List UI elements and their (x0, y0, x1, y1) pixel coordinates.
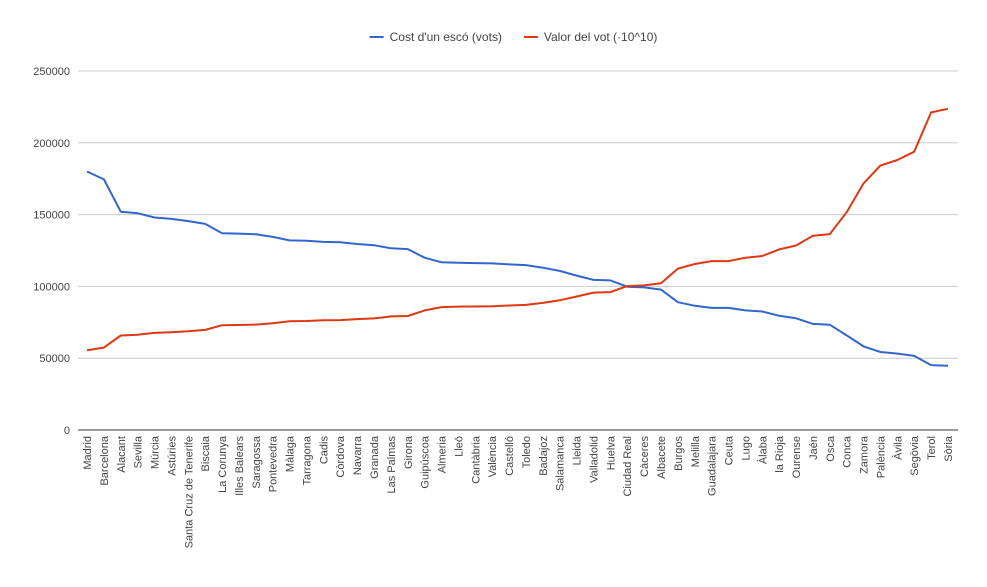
x-tick-label: Zamora (859, 435, 871, 474)
y-tick-label: 100000 (33, 281, 70, 293)
x-tick-label: Còrdova (335, 435, 347, 477)
x-tick-label: Barcelona (99, 435, 111, 485)
x-tick-label: Biscaia (200, 435, 212, 471)
x-tick-label: Conca (842, 435, 854, 468)
x-tick-label: Sòria (943, 435, 955, 462)
legend-item: Cost d'un escó (vots) (369, 30, 502, 44)
y-axis: 0 50000 100000 150000 200000 250000 (33, 66, 70, 437)
x-tick-label: Las Palmas (386, 436, 398, 494)
x-tick-label: Cantàbria (470, 435, 482, 484)
x-tick-label: Huelva (605, 435, 617, 470)
x-tick-label: Palència (875, 435, 887, 478)
x-tick-label: Albacete (656, 436, 668, 479)
x-tick-label: Segòvia (909, 435, 921, 476)
x-tick-label: Jaén (808, 436, 820, 460)
series-lines (86, 107, 949, 367)
x-tick-label: Illes Balears (234, 436, 246, 496)
x-tick-label: Osca (825, 435, 837, 462)
legend: Cost d'un escó (vots) Valor del vot (·10^… (369, 30, 657, 44)
x-tick-label: Càceres (639, 436, 651, 477)
legend-label: Valor del vot (·10^10) (544, 30, 657, 44)
x-tick-label: Guipúscoa (420, 435, 432, 488)
x-tick-label: Ourense (791, 436, 803, 478)
x-tick-label: Lleó (453, 436, 465, 457)
x-tick-label: Àvila (891, 435, 904, 460)
x-tick-label: Salamanca (555, 435, 567, 491)
series-line-0 (86, 170, 949, 367)
x-tick-label: Santa Cruz de Tenerife (183, 436, 195, 548)
gridlines (78, 70, 958, 431)
x-tick-label: Ceuta (724, 435, 736, 465)
x-tick-label: Girona (403, 435, 415, 469)
x-tick-label: Guadalajara (707, 435, 719, 496)
x-tick-label: Astúries (166, 436, 178, 476)
x-tick-label: Melilla (690, 435, 702, 467)
x-tick-label: Màlaga (285, 435, 297, 472)
x-tick-label: Tarragona (301, 435, 313, 485)
x-tick-label: Navarra (352, 435, 364, 475)
legend-item: Valor del vot (·10^10) (523, 30, 657, 44)
x-tick-label: Saragossa (251, 435, 263, 488)
x-tick-label: Almeria (437, 435, 449, 473)
x-tick-label: Valladolid (588, 436, 600, 483)
x-tick-label: Granada (369, 435, 381, 479)
x-tick-label: Sevilla (133, 435, 145, 468)
y-tick-label: 50000 (39, 353, 70, 365)
x-tick-label: Madrid (82, 436, 94, 470)
x-tick-label: Terol (926, 436, 938, 460)
x-tick-label: Lugo (740, 436, 752, 460)
x-tick-label: Badajoz (538, 436, 550, 476)
x-tick-label: Àlaba (756, 435, 769, 464)
x-tick-label: la Rioja (774, 435, 786, 473)
y-tick-label: 150000 (33, 210, 70, 222)
x-tick-label: Múrcia (150, 435, 162, 469)
x-tick-label: Alacant (116, 436, 128, 473)
x-tick-label: València (487, 435, 499, 477)
x-axis: Madrid Barcelona Alacant Sevilla Múrcia Astúr… (82, 435, 955, 548)
y-tick-label: 0 (64, 425, 70, 437)
x-tick-label: Castelló (504, 436, 516, 476)
x-tick-label: Pontevedra (268, 435, 280, 492)
y-tick-label: 200000 (33, 138, 70, 150)
x-tick-label: Ciudad Real (622, 436, 634, 497)
series-line-1 (86, 107, 949, 352)
x-tick-label: Lleida (572, 435, 584, 465)
x-tick-label: Toledo (521, 436, 533, 468)
x-tick-label: Burgos (673, 436, 685, 471)
x-tick-label: La Corunya (217, 435, 229, 493)
legend-label: Cost d'un escó (vots) (390, 30, 502, 44)
x-tick-label: Cadis (318, 436, 330, 465)
y-tick-label: 250000 (33, 66, 70, 78)
